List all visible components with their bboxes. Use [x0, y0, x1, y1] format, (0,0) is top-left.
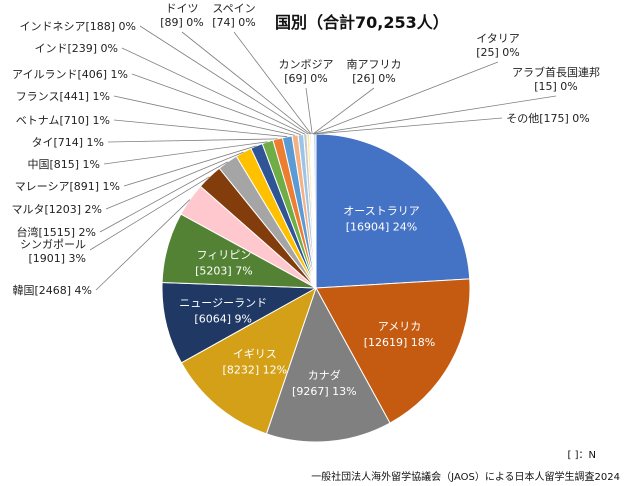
leader-line-8	[99, 161, 228, 233]
leader-line-9	[105, 151, 244, 210]
leader-line-11	[103, 141, 268, 165]
slice-3	[180, 286, 317, 435]
leader-line-21	[312, 87, 375, 135]
leader-line-22	[313, 61, 499, 135]
slice-label-20: カンボジア[69] 0%	[279, 58, 334, 85]
slice-label-15: アイルランド[406] 1%	[12, 68, 128, 81]
slice-label-13: ベトナム[710] 1%	[16, 114, 110, 127]
slice-1	[315, 278, 471, 424]
leader-lines	[89, 25, 557, 291]
slice-label-7: シンガポール[1901] 3%	[20, 238, 86, 265]
slice-label-0: オーストラリア[16904] 24%	[343, 205, 419, 234]
slice-0	[315, 133, 471, 289]
slice-label-4: ニュージーランド[6064] 9%	[179, 296, 267, 325]
slice-label-22: イタリア[25] 0%	[476, 32, 520, 59]
leader-line-23	[313, 95, 557, 135]
slice-label-3: イギリス[8232] 12%	[223, 347, 288, 376]
leader-line-12	[107, 138, 278, 143]
slice-2	[265, 286, 391, 443]
leader-line-10	[123, 145, 257, 187]
slice-label-2: カナダ[9267] 13%	[292, 368, 357, 398]
slice-4	[161, 282, 318, 364]
leader-line-17	[139, 25, 309, 135]
slice-label-8: 台湾[1515] 2%	[16, 225, 96, 239]
slice-label-24: その他[175] 0%	[506, 112, 590, 125]
leader-line-15	[131, 73, 301, 136]
slice-label-12: タイ[714] 1%	[31, 136, 104, 149]
leader-line-6	[95, 199, 191, 291]
pie-slices	[161, 133, 471, 443]
slice-label-16: インド[239] 0%	[34, 42, 118, 55]
slice-label-1: アメリカ[12619] 18%	[364, 320, 436, 349]
slice-label-14: フランス[441] 1%	[16, 90, 110, 103]
slice-label-6: 韓国[2468] 4%	[12, 284, 92, 297]
leader-line-20	[305, 87, 313, 135]
slice-labels: オーストラリア[16904] 24% アメリカ[12619] 18%カナダ[926…	[11, 2, 600, 398]
leader-line-16	[121, 47, 306, 135]
slice-label-9: マルタ[1203] 2%	[11, 203, 102, 216]
slice-label-23: アラブ首長国連邦[15] 0%	[512, 65, 600, 93]
chart-title: 国別（合計70,253人）	[275, 13, 449, 32]
note-text: [ ]：N	[568, 450, 596, 461]
slice-label-19: スペイン[74] 0%	[212, 2, 256, 29]
leader-line-18	[181, 31, 311, 135]
leader-line-24	[314, 117, 503, 135]
leader-line-19	[233, 31, 312, 135]
slice-label-5: フィリピン[5203] 7%	[195, 249, 253, 278]
leader-line-14	[113, 95, 296, 136]
leader-line-7	[89, 176, 210, 251]
slice-label-17: インドネシア[188] 0%	[19, 20, 136, 33]
slice-label-21: 南アフリカ[26] 0%	[347, 58, 402, 85]
slice-label-18: ドイツ[89] 0%	[160, 2, 204, 29]
slice-label-11: 中国[815] 1%	[27, 158, 100, 171]
leader-line-13	[113, 119, 288, 138]
slice-label-10: マレーシア[891] 1%	[15, 180, 120, 193]
source-text: 一般社団法人海外留学協議会（JAOS）による日本人留学生調査2024	[311, 470, 620, 483]
